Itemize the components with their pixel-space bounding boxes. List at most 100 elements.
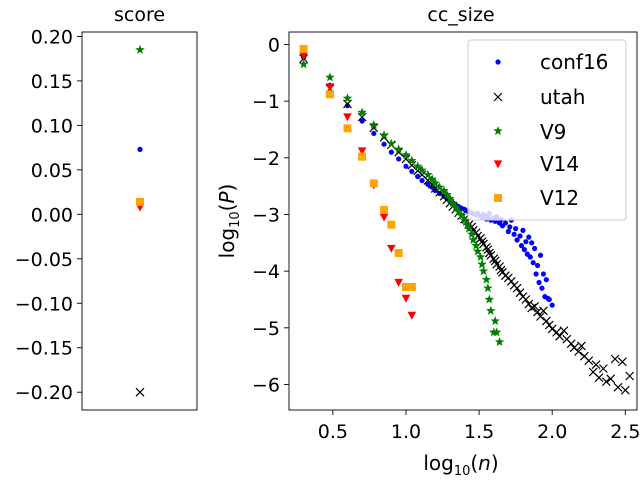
x-tick-label: 0.5: [318, 421, 348, 443]
point-v9: [407, 155, 417, 165]
point-v14: [407, 311, 417, 320]
point-v9: [477, 259, 487, 269]
legend: conf16 utah V9 V14 V12: [467, 39, 627, 221]
point-conf16: [527, 254, 533, 260]
point-v9: [298, 59, 309, 69]
point-v9: [494, 336, 505, 347]
point-conf16: [526, 234, 532, 240]
legend-label-v14: V14: [540, 152, 579, 176]
point-v9: [475, 251, 486, 262]
point-conf16: [381, 141, 387, 147]
legend-label-utah: utah: [540, 85, 585, 109]
legend-marker-v12: [494, 194, 502, 202]
x-tick-label: 2.5: [610, 421, 640, 443]
point-utah: [394, 147, 404, 157]
point-conf16: [549, 302, 555, 308]
cc-size-x-ticks: 0.5 1.0 1.5 2.0 2.5: [318, 410, 640, 443]
point-conf16: [505, 228, 511, 235]
point-v14: [299, 52, 308, 61]
score-points: [135, 44, 145, 397]
point-conf16: [513, 226, 519, 232]
y-tick-label: −6: [252, 374, 280, 396]
point-utah: [524, 299, 534, 309]
y-tick-label: −0.15: [15, 338, 73, 360]
point-v14: [394, 278, 403, 287]
point-utah: [594, 373, 604, 383]
point-v12: [369, 179, 378, 188]
point-v12: [407, 283, 416, 292]
y-tick-label: −0.10: [15, 293, 73, 315]
point-utah: [544, 320, 554, 330]
point-conf16: [533, 271, 539, 277]
legend-marker-utah: [493, 92, 503, 102]
point-conf16: [511, 231, 517, 237]
point-utah: [625, 371, 635, 381]
point-conf16: [546, 296, 552, 303]
y-tick-label: 0.05: [31, 160, 73, 182]
point-utah: [610, 354, 620, 364]
point-v9: [445, 193, 455, 203]
point-v14: [379, 213, 389, 222]
point-utah: [527, 303, 537, 313]
score-axes-frame: [81, 31, 198, 411]
point-utah: [617, 357, 627, 367]
legend-marker-v9: [493, 126, 503, 136]
cc-size-title: cc_size: [427, 4, 494, 26]
point-utah: [584, 356, 594, 366]
point-conf16: [359, 118, 365, 124]
point-v9: [430, 178, 440, 188]
point-utah: [601, 377, 611, 387]
point-v14: [343, 113, 352, 122]
legend-label-v9: V9: [540, 120, 566, 144]
point-utah: [343, 99, 352, 109]
point-utah: [536, 312, 545, 321]
point-v9: [468, 234, 478, 245]
point-conf16: [521, 247, 528, 253]
y-tick-label: −5: [252, 318, 280, 340]
point-utah: [538, 306, 548, 316]
score-point-utah: [135, 387, 145, 397]
point-utah: [620, 385, 630, 395]
cc-size-x-label: log10(n): [423, 451, 498, 479]
point-conf16: [409, 168, 415, 175]
point-v9: [325, 72, 335, 82]
point-conf16: [518, 243, 525, 249]
point-v12: [358, 152, 367, 161]
point-v9: [427, 174, 438, 184]
point-v9: [483, 283, 493, 293]
point-v9: [386, 138, 397, 148]
y-tick-label: −3: [252, 204, 280, 226]
point-conf16: [529, 240, 535, 246]
point-conf16: [502, 220, 509, 226]
point-v12: [401, 283, 410, 292]
point-v14: [387, 244, 396, 253]
point-conf16: [534, 262, 541, 269]
point-utah: [512, 283, 522, 293]
point-utah: [515, 288, 525, 298]
legend-markers: [493, 59, 503, 202]
point-v9: [472, 246, 483, 256]
point-v9: [434, 182, 445, 192]
point-v12: [394, 249, 403, 258]
point-v9: [486, 305, 496, 315]
point-conf16: [371, 130, 377, 137]
y-tick-label: 0.10: [31, 115, 73, 137]
point-utah: [606, 374, 616, 384]
point-utah: [591, 360, 601, 370]
y-tick-label: −1: [252, 91, 280, 113]
point-v12: [343, 124, 352, 133]
point-utah: [521, 295, 531, 304]
point-v9: [462, 219, 473, 229]
point-v12: [380, 205, 389, 214]
x-tick-label: 1.5: [464, 421, 494, 443]
point-utah: [369, 123, 379, 133]
point-v9: [369, 119, 379, 129]
point-utah: [530, 301, 540, 311]
point-utah: [547, 324, 557, 334]
y-tick-label: −0.05: [15, 249, 73, 271]
point-v9: [401, 149, 411, 160]
point-v9: [491, 327, 502, 337]
point-utah: [598, 364, 608, 374]
point-conf16: [537, 252, 544, 258]
